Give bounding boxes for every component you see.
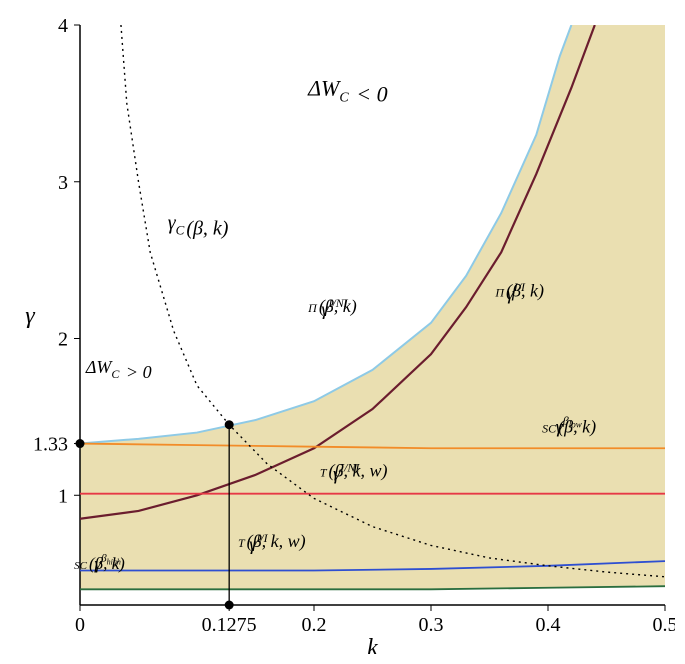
svg-text:ΔWC < 0: ΔWC < 0: [307, 76, 387, 107]
svg-text:0.5: 0.5: [653, 614, 676, 636]
svg-text:γC(β, k): γC(β, k): [168, 212, 229, 240]
svg-text:γI/IT(β, k, w): γI/IT(β, k, w): [238, 531, 306, 554]
svg-text:γ: γ: [25, 303, 35, 329]
svg-text:0.3: 0.3: [419, 614, 444, 636]
svg-text:0: 0: [75, 614, 85, 636]
svg-text:ΔWC > 0: ΔWC > 0: [85, 357, 152, 382]
svg-text:0.1275: 0.1275: [202, 614, 257, 636]
svg-text:0.2: 0.2: [302, 614, 327, 636]
svg-text:1.33: 1.33: [33, 434, 68, 456]
phase-diagram-chart: 0 0.1275 0.2 0.3 0.4 0.5 1 1.33 2 3 4 k γ ΔWC < 0 ΔWC …: [10, 10, 675, 654]
svg-text:0.4: 0.4: [536, 614, 561, 636]
svg-text:2: 2: [58, 329, 68, 351]
svg-text:4: 4: [58, 15, 68, 37]
svg-text:γI/NIT(β, k, w): γI/NIT(β, k, w): [320, 460, 388, 483]
svg-text:γI/NIΠ(β, k): γI/NIΠ(β, k): [307, 296, 357, 319]
svg-text:1: 1: [58, 485, 68, 507]
svg-text:k: k: [367, 635, 378, 654]
svg-text:3: 3: [58, 172, 68, 194]
chart-container: 0 0.1275 0.2 0.3 0.4 0.5 1 1.33 2 3 4 k γ ΔWC < 0 ΔWC …: [10, 10, 675, 654]
